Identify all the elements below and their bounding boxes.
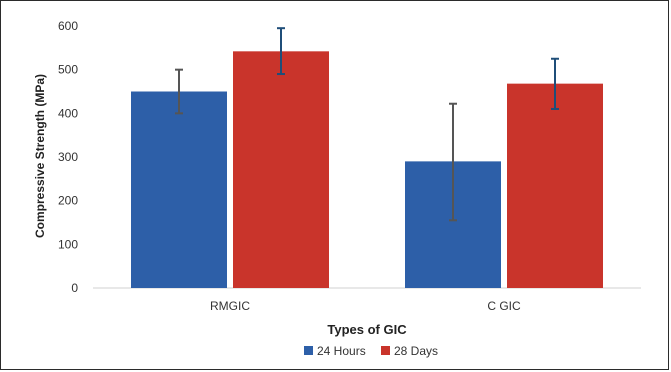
x-tick-label: RMGIC bbox=[210, 299, 250, 313]
axes: 0 100 200 300 400 500 600 RMGIC C GIC bbox=[58, 19, 641, 313]
y-tick-label: 400 bbox=[58, 106, 78, 120]
legend-swatch bbox=[304, 346, 313, 355]
legend-label: 28 Days bbox=[394, 344, 438, 358]
legend: 24 Hours 28 Days bbox=[304, 344, 438, 358]
y-axis-title: Compressive Strength (MPa) bbox=[33, 74, 47, 238]
y-tick-label: 200 bbox=[58, 194, 78, 208]
y-tick-label: 600 bbox=[58, 19, 78, 33]
error-bars bbox=[175, 27, 559, 222]
y-tick-label: 0 bbox=[71, 281, 78, 295]
x-tick-label: C GIC bbox=[487, 299, 521, 313]
axis-labels: Types of GIC Compressive Strength (MPa) bbox=[33, 74, 407, 337]
y-tick-label: 300 bbox=[58, 150, 78, 164]
bar bbox=[131, 91, 227, 288]
bars bbox=[131, 51, 603, 289]
bar bbox=[233, 51, 329, 289]
y-tick-label: 500 bbox=[58, 63, 78, 77]
bar bbox=[507, 83, 603, 288]
y-tick-label: 100 bbox=[58, 237, 78, 251]
x-axis-title: Types of GIC bbox=[327, 322, 407, 337]
legend-label: 24 Hours bbox=[317, 344, 366, 358]
legend-swatch bbox=[381, 346, 390, 355]
